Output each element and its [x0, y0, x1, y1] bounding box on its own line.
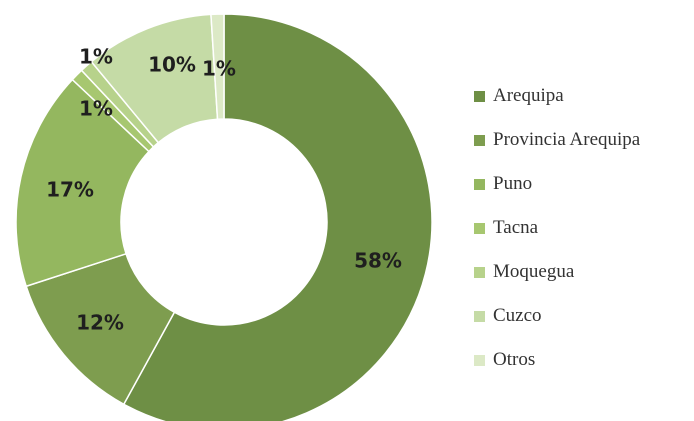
- legend-swatch: [474, 222, 485, 234]
- legend-item-puno: Puno: [474, 162, 640, 206]
- legend-label: Puno: [493, 173, 533, 194]
- legend-label: Arequipa: [493, 85, 564, 106]
- legend-swatch: [474, 310, 485, 322]
- chart-legend: Arequipa Provincia Arequipa Puno Tacna Moque…: [474, 74, 640, 382]
- data-label-moquegua: 1%: [79, 45, 113, 69]
- data-label-puno: 17%: [46, 178, 94, 202]
- legend-label: Moquegua: [493, 261, 575, 282]
- donut-data-labels: 58%12%17%1%1% 10% 1%: [46, 45, 402, 335]
- legend-item-tacna: Tacna: [474, 206, 640, 250]
- data-label-tacna: 1%: [79, 97, 113, 121]
- legend-label: Tacna: [493, 217, 539, 238]
- legend-item-moquegua: Moquegua: [474, 250, 640, 294]
- slice-otros: [210, 13, 225, 120]
- legend-swatch: [474, 354, 485, 366]
- legend-swatch: [474, 178, 485, 190]
- donut-slices: [15, 13, 433, 421]
- data-label-arequipa: 58%: [354, 249, 402, 273]
- legend-item-cuzco: Cuzco: [474, 294, 640, 338]
- legend-item-otros: Otros: [474, 338, 640, 382]
- legend-label: Otros: [493, 349, 536, 370]
- legend-item-provincia-arequipa: Provincia Arequipa: [474, 118, 640, 162]
- legend-label: Provincia Arequipa: [493, 129, 641, 150]
- data-label-cuzco: 10%: [148, 53, 196, 77]
- legend-swatch: [474, 266, 485, 278]
- legend-item-arequipa: Arequipa: [474, 74, 640, 118]
- data-label-otros: 1%: [202, 57, 236, 81]
- legend-swatch: [474, 90, 485, 102]
- legend-swatch: [474, 134, 485, 146]
- legend-label: Cuzco: [493, 305, 542, 326]
- data-label-provincia-arequipa: 12%: [76, 311, 124, 335]
- slice-puno: [15, 78, 150, 288]
- slice-arequipa: [122, 13, 433, 421]
